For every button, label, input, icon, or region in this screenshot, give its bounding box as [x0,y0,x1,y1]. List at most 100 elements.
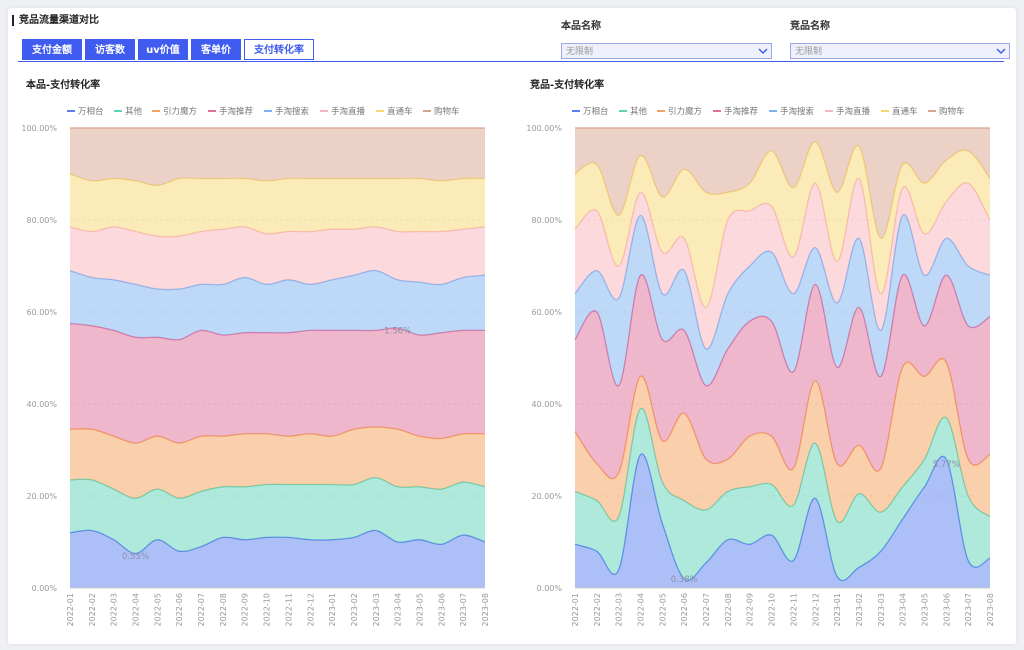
x-tick-label: 2022-04 [132,593,141,626]
area [575,408,990,581]
x-tick-label: 2022-08 [219,593,228,626]
legend-label: 引力魔方 [163,106,197,117]
x-tick-label: 2022-12 [811,593,820,626]
annotation: 0.55% [122,552,149,562]
x-tick-label: 2022-01 [571,593,580,626]
legend-label: 手淘直播 [331,106,366,117]
filter-select[interactable]: 无限制 [561,43,772,59]
legend-label: 手淘推荐 [219,106,254,117]
area [575,453,990,588]
x-tick-label: 2023-05 [415,593,424,626]
tab[interactable]: 支付转化率 [244,39,314,60]
area [70,323,485,444]
x-tick-label: 2023-02 [350,593,359,626]
tab[interactable]: 客单价 [191,39,241,60]
annotation: 1.56% [384,326,411,336]
tab[interactable]: uv价值 [138,39,188,60]
x-tick-label: 2023-08 [481,593,490,626]
y-tick-label: 0.00% [537,584,563,593]
x-tick-label: 2022-05 [658,593,667,626]
area [70,427,485,499]
x-tick-label: 2022-07 [702,593,711,626]
tab[interactable]: 支付金额 [22,39,82,60]
x-tick-label: 2022-08 [724,593,733,626]
area [70,174,485,237]
y-tick-label: 100.00% [21,124,57,133]
chart-title: 竞品-支付转化率 [529,78,604,91]
area [575,141,990,308]
x-tick-label: 2022-10 [768,593,777,626]
legend-label: 手淘搜索 [275,106,309,117]
legend-label: 购物车 [434,106,460,117]
x-tick-label: 2022-03 [110,593,119,626]
area [575,214,990,386]
x-tick-label: 2023-06 [942,593,951,626]
filter-label: 竞品名称 [790,21,830,32]
y-tick-label: 20.00% [26,492,57,501]
page-title: 竞品流量渠道对比 [12,15,99,26]
dropdown-arrow [758,48,768,55]
x-tick-label: 2023-03 [372,593,381,626]
legend-label: 其他 [125,106,143,117]
y-tick-label: 20.00% [531,492,562,501]
tab[interactable]: 访客数 [85,39,135,60]
area [575,178,990,350]
x-tick-label: 2023-07 [964,593,973,626]
filter-label: 本品名称 [561,21,601,32]
area [70,128,485,186]
area [70,226,485,290]
legend-label: 直通车 [892,106,918,117]
x-tick-label: 2022-01 [66,593,75,626]
legend-label: 引力魔方 [668,106,702,117]
legend-label: 手淘推荐 [724,106,759,117]
x-tick-label: 2022-02 [593,593,602,626]
x-tick-label: 2022-09 [746,593,755,626]
area [575,358,990,523]
y-tick-label: 0.00% [32,584,58,593]
legend-label: 直通车 [387,106,413,117]
annotation: 5.77% [933,460,960,470]
tab-underline [18,61,1004,62]
x-tick-label: 2022-06 [175,593,184,626]
x-tick-label: 2023-02 [855,593,864,626]
y-tick-label: 60.00% [531,308,562,317]
y-tick-label: 40.00% [531,400,562,409]
legend-label: 其他 [630,106,648,117]
area [70,530,485,588]
y-tick-label: 100.00% [526,124,562,133]
x-tick-label: 2023-04 [899,593,908,626]
annotation: 0.38% [671,575,698,585]
x-tick-label: 2022-11 [789,593,798,626]
legend-label: 万相台 [583,106,609,117]
legend-label: 万相台 [78,106,104,117]
x-tick-label: 2023-04 [394,593,403,626]
area [70,270,485,340]
y-tick-label: 60.00% [26,308,57,317]
x-tick-label: 2022-10 [263,593,272,626]
x-tick-label: 2022-06 [680,593,689,626]
legend-label: 手淘搜索 [780,106,814,117]
area [575,128,990,239]
y-tick-label: 40.00% [26,400,57,409]
chart-title: 本品-支付转化率 [26,78,100,91]
x-tick-label: 2023-08 [986,593,995,626]
x-tick-label: 2022-09 [241,593,250,626]
dropdown-arrow [996,48,1006,55]
area [575,274,990,479]
x-tick-label: 2023-05 [920,593,929,626]
x-tick-label: 2023-01 [328,593,337,626]
y-tick-label: 80.00% [531,216,562,225]
x-tick-label: 2023-03 [877,593,886,626]
x-tick-label: 2023-01 [833,593,842,626]
x-tick-label: 2023-06 [437,593,446,626]
legend-label: 手淘直播 [836,106,871,117]
x-tick-label: 2022-03 [615,593,624,626]
x-tick-label: 2022-05 [153,593,162,626]
y-tick-label: 80.00% [26,216,57,225]
filter-select[interactable]: 无限制 [790,43,1010,59]
x-tick-label: 2022-12 [306,593,315,626]
x-tick-label: 2022-07 [197,593,206,626]
x-tick-label: 2022-11 [284,593,293,626]
area [70,477,485,554]
